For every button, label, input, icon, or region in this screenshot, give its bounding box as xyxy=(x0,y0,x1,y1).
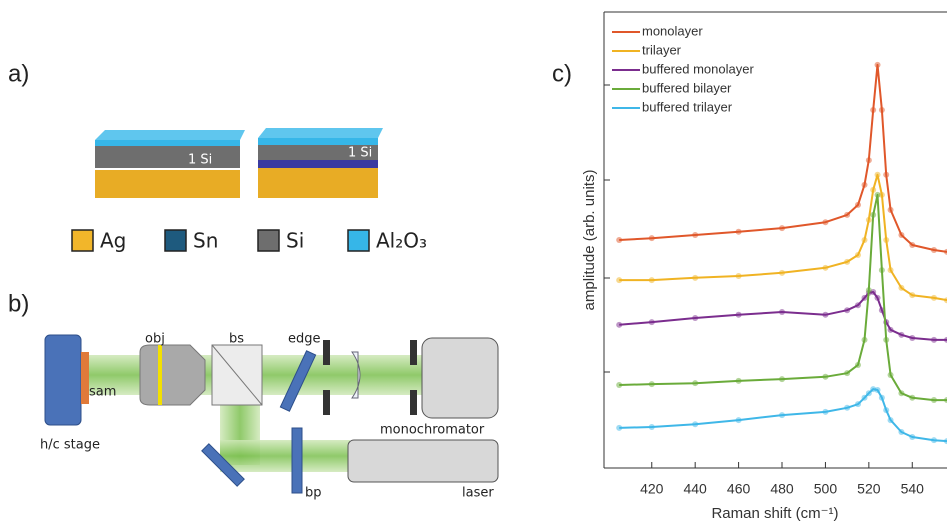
x-tick-label: 440 xyxy=(683,481,707,497)
legend-label: monolayer xyxy=(642,23,703,38)
layer-label: 1 Si xyxy=(188,153,212,168)
setup-label: edge xyxy=(288,332,321,347)
series-line xyxy=(619,292,947,340)
series-line xyxy=(619,389,947,441)
y-axis-label: amplitude (arb. units) xyxy=(581,170,598,311)
x-axis-label: Raman shift (cm⁻¹) xyxy=(711,505,838,522)
plot-area: 420 440 460 480 500 520 540 monolayer trilayer bu… xyxy=(612,23,947,496)
layer-label: 1 Si xyxy=(348,146,372,161)
x-tick-label: 420 xyxy=(640,481,664,497)
legend-label: buffered monolayer xyxy=(642,61,754,76)
panel-label: a) xyxy=(8,60,29,87)
legend-swatch xyxy=(165,230,186,251)
legend-label: Sn xyxy=(193,229,218,253)
material-legend: Ag Sn Si Al₂O₃ xyxy=(72,229,427,253)
stack-left: 1 Si xyxy=(95,130,245,198)
setup-label: bs xyxy=(229,332,244,347)
x-tick-label: 500 xyxy=(814,481,838,497)
x-tick-label: 540 xyxy=(901,481,925,497)
legend-label: buffered bilayer xyxy=(642,80,732,95)
legend-label: Ag xyxy=(100,229,126,253)
legend-label: trilayer xyxy=(642,42,682,57)
x-tick-label: 480 xyxy=(770,481,794,497)
legend-label: buffered trilayer xyxy=(642,99,733,114)
setup-diagram: obj bs edge sam h/c stage monochromator … xyxy=(40,332,498,501)
setup-label: obj xyxy=(145,332,165,347)
figure: a) b) c) 1 Si 1 Si Ag Sn Si Al₂O₃ xyxy=(0,0,947,527)
setup-label: bp xyxy=(305,486,322,501)
setup-label: sam xyxy=(89,385,116,400)
legend-label: Al₂O₃ xyxy=(376,229,427,253)
legend-label: Si xyxy=(286,229,304,253)
legend-swatch xyxy=(258,230,279,251)
setup-label: monochromator xyxy=(380,423,485,438)
x-tick-label: 520 xyxy=(857,481,881,497)
stack-right: 1 Si xyxy=(258,128,383,198)
panel-label: c) xyxy=(552,60,572,87)
setup-label: laser xyxy=(462,486,494,501)
x-tick-label: 460 xyxy=(727,481,751,497)
panel-label: b) xyxy=(8,290,29,317)
legend-swatch xyxy=(72,230,93,251)
setup-label: h/c stage xyxy=(40,438,100,453)
legend-swatch xyxy=(348,230,369,251)
